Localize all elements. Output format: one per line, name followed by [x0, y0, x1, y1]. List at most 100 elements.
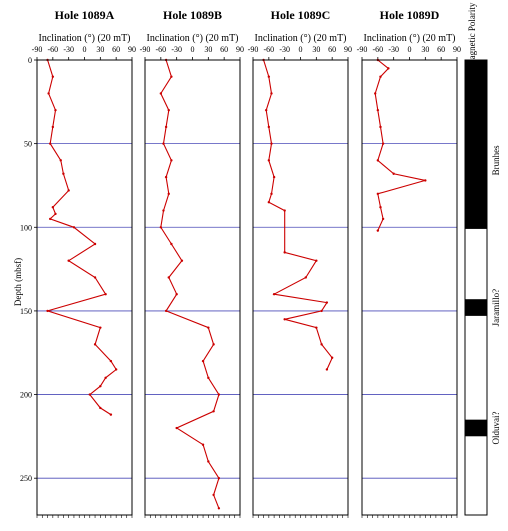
inclination-point	[170, 159, 173, 162]
x-tick-label: -60	[47, 45, 58, 54]
inclination-point	[212, 410, 215, 413]
inclination-point	[164, 309, 168, 313]
inclination-point	[283, 209, 286, 212]
inclination-point	[330, 356, 334, 359]
inclination-point	[267, 125, 271, 129]
x-tick-label: -90	[32, 45, 43, 54]
x-tick-label: 90	[453, 45, 461, 54]
inclination-point	[180, 259, 184, 262]
x-tick-label: 30	[204, 45, 212, 54]
inclination-point	[175, 426, 178, 430]
panel-frame	[361, 59, 458, 516]
inclination-point	[376, 108, 380, 112]
inclination-point	[381, 217, 385, 221]
inclination-point	[379, 125, 382, 129]
panel-frame	[144, 59, 241, 516]
inclination-point	[424, 179, 427, 182]
inclination-point	[201, 443, 205, 446]
inclination-point	[272, 292, 276, 296]
inclination-point	[376, 159, 380, 162]
inclination-point	[88, 393, 91, 396]
panel-1: Hole 1089A Inclination (°) (20 mT)-90 -60-…	[20, 8, 136, 518]
panel-title: Hole 1089A	[55, 8, 115, 22]
inclination-point	[159, 226, 163, 229]
inclination-point	[167, 276, 170, 279]
x-axis-label: Inclination (°) (20 mT)	[254, 33, 346, 44]
inclination-point	[207, 460, 210, 463]
x-tick-label: 60	[112, 45, 120, 54]
x-tick-label: 90	[128, 45, 136, 54]
inclination-point	[387, 67, 390, 70]
polarity-frame	[464, 59, 488, 516]
inclination-point	[109, 413, 113, 416]
inclination-point	[51, 206, 55, 209]
x-tick-label: -30	[171, 45, 182, 54]
inclination-point	[104, 376, 107, 380]
inclination-point	[320, 343, 323, 346]
inclination-point	[99, 406, 102, 410]
inclination-point	[109, 359, 113, 363]
inclination-point	[315, 259, 318, 262]
inclination-point	[170, 75, 173, 78]
x-tick-label: 0	[408, 45, 412, 54]
y-tick-label: 0	[28, 56, 32, 65]
inclination-point	[270, 142, 273, 145]
inclination-point	[283, 318, 286, 321]
inclination-point	[93, 242, 97, 246]
y-tick-label: 200	[20, 391, 32, 400]
inclination-point	[54, 108, 57, 112]
panel-frame	[252, 59, 349, 516]
inclination-point	[104, 292, 107, 296]
panel-frame	[36, 59, 133, 516]
inclination-point	[167, 108, 170, 112]
inclination-point	[62, 172, 65, 175]
inclination-point	[67, 189, 70, 192]
x-tick-label: -30	[279, 45, 290, 54]
x-tick-label: 30	[312, 45, 320, 54]
y-tick-label: 50	[24, 140, 32, 149]
inclination-point	[392, 172, 395, 175]
panel-2: Hole 1089B Inclination (°) (20 mT)-90 -60-…	[140, 8, 244, 518]
y-tick-label: 100	[20, 223, 32, 232]
x-tick-label: 0	[83, 45, 87, 54]
inclination-point	[93, 343, 97, 346]
inclination-point	[217, 507, 221, 510]
inclination-point	[162, 142, 165, 145]
inclination-point	[67, 259, 70, 262]
x-tick-label: 60	[328, 45, 336, 54]
x-axis-label: Inclination (°) (20 mT)	[146, 33, 238, 44]
inclination-line	[263, 59, 333, 370]
x-tick-label: -90	[357, 45, 368, 54]
x-tick-label: -60	[372, 45, 383, 54]
inclination-point	[164, 125, 168, 129]
x-tick-label: -30	[388, 45, 399, 54]
x-tick-label: 0	[299, 45, 303, 54]
inclination-point	[373, 92, 377, 95]
inclination-point	[325, 301, 329, 304]
inclination-point	[93, 276, 97, 279]
inclination-point	[267, 159, 271, 162]
inclination-point	[212, 343, 215, 346]
x-tick-label: -60	[263, 45, 274, 54]
x-tick-label: -90	[140, 45, 151, 54]
depth-axis-label: Depth (mbsf)	[13, 258, 23, 306]
polarity-block-normal	[465, 60, 487, 229]
inclination-point	[272, 175, 276, 179]
polarity-label: Olduvai?	[491, 412, 501, 445]
inclination-line	[160, 59, 220, 509]
inclination-point	[270, 92, 273, 95]
inclination-point	[376, 229, 380, 232]
panel-3: Hole 1089C Inclination (°) (20 mT)-90 -60-…	[248, 8, 352, 518]
x-tick-label: 90	[236, 45, 244, 54]
inclination-point	[320, 309, 323, 313]
polarity-title: Magnetic Polarity	[467, 2, 477, 67]
inclination-point	[48, 142, 52, 145]
panel-4: Hole 1089D Inclination (°) (20 mT)-90 -60-…	[357, 8, 461, 518]
x-tick-label: -60	[155, 45, 166, 54]
inclination-point	[164, 175, 168, 179]
inclination-point	[379, 206, 382, 209]
inclination-point	[162, 209, 165, 212]
polarity-block-reversed	[465, 228, 487, 300]
x-tick-label: 0	[191, 45, 195, 54]
